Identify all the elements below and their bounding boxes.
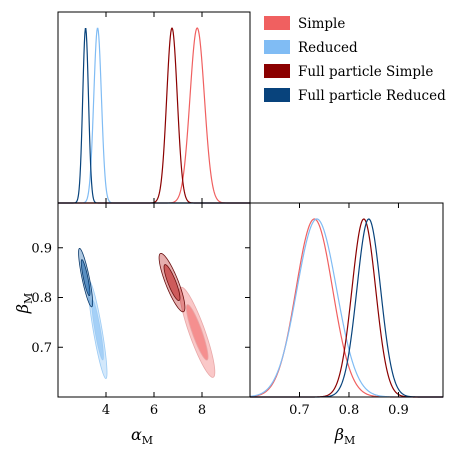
legend-swatch <box>264 40 290 54</box>
beta-y-tick-label: 0.7 <box>31 341 52 356</box>
contour-68-0 <box>185 304 209 361</box>
legend-label: Full particle Reduced <box>298 88 446 104</box>
joint-panel <box>78 247 216 379</box>
beta-x-tick-label: 0.8 <box>339 403 360 418</box>
beta-density-curve-0 <box>249 218 443 398</box>
legend-swatch <box>264 88 290 102</box>
beta-x-tick-label: 0.9 <box>388 403 409 418</box>
beta-marginal-panel <box>249 218 443 398</box>
contour-68-2 <box>163 264 181 302</box>
x-axis-label-beta: βM <box>334 425 356 447</box>
legend-label: Simple <box>298 16 345 32</box>
contour-68-3 <box>80 259 91 297</box>
beta-x-tick-label: 0.7 <box>289 403 310 418</box>
legend-label: Full particle Simple <box>298 64 433 80</box>
alpha-density-curve-3 <box>58 28 250 204</box>
alpha-tick-label: 6 <box>150 403 158 418</box>
y-axis-label-beta: βM <box>13 293 35 315</box>
axis-labels: αM βM βM <box>13 293 355 447</box>
beta-y-tick-label: 0.9 <box>31 241 52 256</box>
axis-ticks: 4 6 8 0.7 0.7 0.8 0.8 0.9 0.9 <box>31 12 409 418</box>
joint-frame <box>57 202 251 398</box>
alpha-tick-label: 4 <box>102 403 110 418</box>
legend: Simple Reduced Full particle Simple Full pa… <box>264 16 446 104</box>
legend-swatch <box>264 64 290 78</box>
contour-68-1 <box>91 299 104 361</box>
x-axis-label-alpha: αM <box>131 425 153 447</box>
alpha-marginal-panel <box>58 27 250 204</box>
beta-marginal-frame <box>249 202 444 398</box>
legend-swatch <box>264 16 290 30</box>
alpha-tick-label: 8 <box>198 403 206 418</box>
beta-y-tick-label: 0.8 <box>31 291 52 306</box>
legend-label: Reduced <box>298 40 358 56</box>
